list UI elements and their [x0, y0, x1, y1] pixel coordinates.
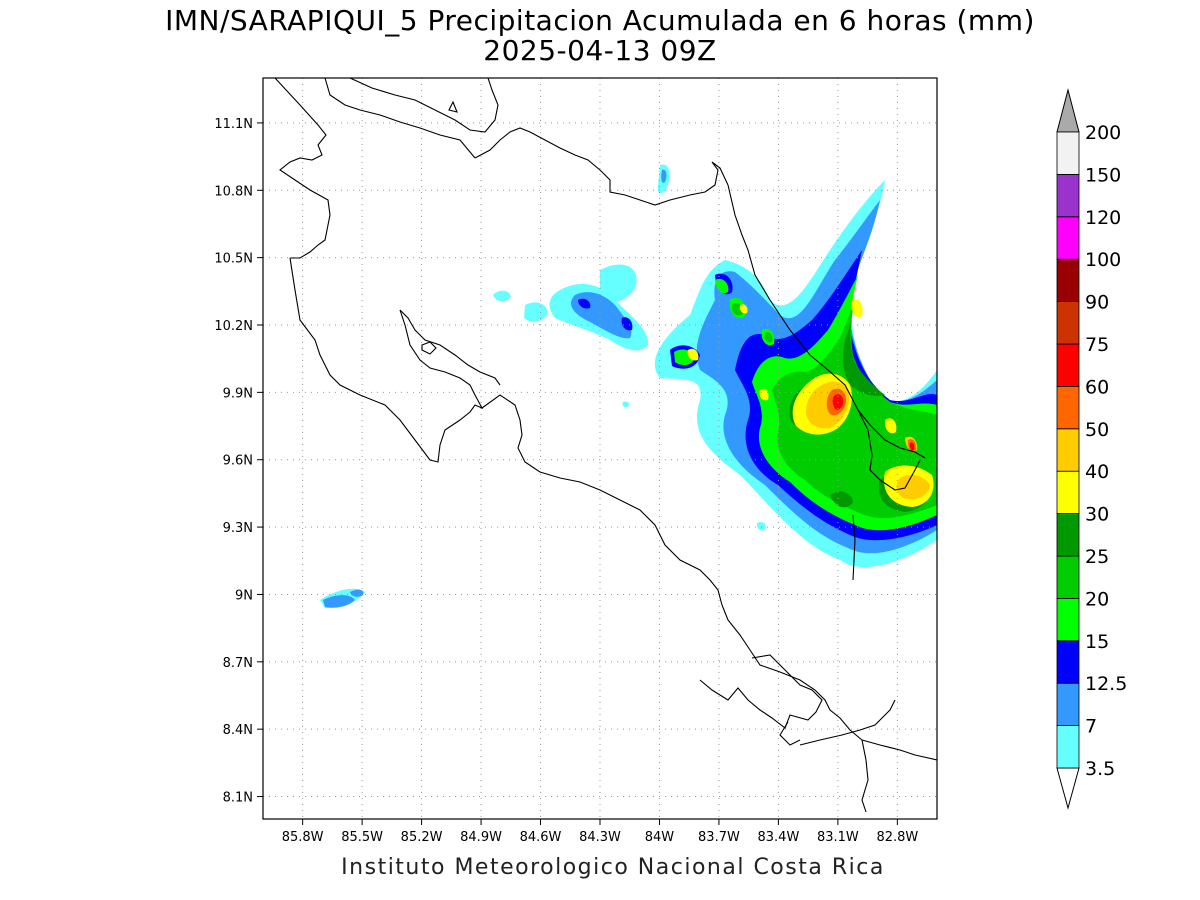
colorbar-label: 100 — [1085, 249, 1121, 271]
lon-tick-label: 84.9W — [460, 830, 502, 845]
lon-tick-label: 85.8W — [282, 830, 324, 845]
colorbar-label: 200 — [1085, 122, 1121, 144]
map-valid-time: 2025-04-13 09Z — [483, 34, 717, 67]
lon-tick-label: 85.2W — [401, 830, 443, 845]
colorbar-label: 150 — [1085, 164, 1121, 186]
colorbar-under-triangle — [1056, 767, 1080, 810]
lat-tick-label: 9.9N — [223, 386, 253, 401]
colorbar-bin — [1056, 682, 1080, 727]
colorbar-label: 75 — [1085, 334, 1109, 356]
colorbar-label: 25 — [1085, 546, 1109, 568]
lon-tick-label: 83.1W — [817, 830, 859, 845]
lat-tick-label: 9N — [235, 588, 253, 603]
lat-tick-label: 10.2N — [214, 319, 253, 334]
colorbar-bin — [1056, 258, 1080, 303]
lat-tick-label: 11.1N — [214, 117, 253, 132]
colorbar-label: 20 — [1085, 588, 1109, 610]
lat-tick-label: 9.6N — [223, 454, 253, 469]
lon-tick-label: 84.3W — [579, 830, 621, 845]
lat-tick-label: 8.1N — [223, 791, 253, 806]
colorbar-label: 7 — [1085, 716, 1097, 738]
colorbar-label: 12.5 — [1085, 673, 1127, 695]
lon-tick-label: 83.4W — [758, 830, 800, 845]
colorbar-over-triangle — [1056, 88, 1080, 133]
colorbar-bin — [1056, 131, 1080, 175]
lat-tick-label: 10.5N — [214, 252, 253, 267]
colorbar-label: 50 — [1085, 419, 1109, 441]
lat-tick-label: 8.4N — [223, 723, 253, 738]
colorbar-bin — [1056, 301, 1080, 345]
colorbar-label: 40 — [1085, 461, 1109, 483]
map-title: IMN/SARAPIQUI_5 Precipitacion Acumulada … — [165, 4, 1035, 37]
colorbar-bin — [1056, 385, 1080, 430]
colorbar-label: 3.5 — [1085, 758, 1115, 780]
lat-tick-label: 9.3N — [223, 521, 253, 536]
colorbar-bin — [1056, 598, 1080, 642]
precipitation-colorbar: 3.5 7 12.5 15 20 25 30 40 50 60 75 90 100 120 150 200 — [1056, 88, 1127, 810]
lon-tick-label: 84.6W — [520, 830, 562, 845]
colorbar-label: 30 — [1085, 504, 1109, 526]
colorbar-bin — [1056, 725, 1080, 769]
colorbar-bin — [1056, 343, 1080, 387]
colorbar-label: 15 — [1085, 631, 1109, 653]
colorbar-bin — [1056, 640, 1080, 684]
precipitation-field — [320, 164, 937, 608]
colorbar-bin — [1056, 216, 1080, 260]
colorbar-bin — [1056, 173, 1080, 218]
longitude-axis: 85.8W 85.5W 85.2W 84.9W 84.6W 84.3W 84W 83.7W 83… — [282, 819, 918, 845]
credit-footer: Instituto Meteorologico Nacional Costa R… — [341, 855, 885, 880]
lon-tick-label: 82.8W — [876, 830, 918, 845]
colorbar-label: 60 — [1085, 376, 1109, 398]
lat-tick-label: 8.7N — [223, 656, 253, 671]
colorbar-label: 90 — [1085, 292, 1109, 314]
colorbar-bin — [1056, 470, 1080, 515]
colorbar-bin — [1056, 555, 1080, 599]
colorbar-bin — [1056, 513, 1080, 557]
map-gridlines — [263, 78, 937, 819]
lat-tick-label: 10.8N — [214, 184, 253, 199]
lon-tick-label: 85.5W — [341, 830, 383, 845]
coastline-borders — [274, 78, 937, 813]
latitude-axis: 8.1N 8.4N 8.7N 9N 9.3N 9.6N 9.9N 10.2N 10.5N 10.8… — [214, 117, 263, 806]
lon-tick-label: 83.7W — [698, 830, 740, 845]
colorbar-bin — [1056, 428, 1080, 472]
colorbar-label: 120 — [1085, 207, 1121, 229]
lon-tick-label: 84W — [645, 830, 675, 845]
